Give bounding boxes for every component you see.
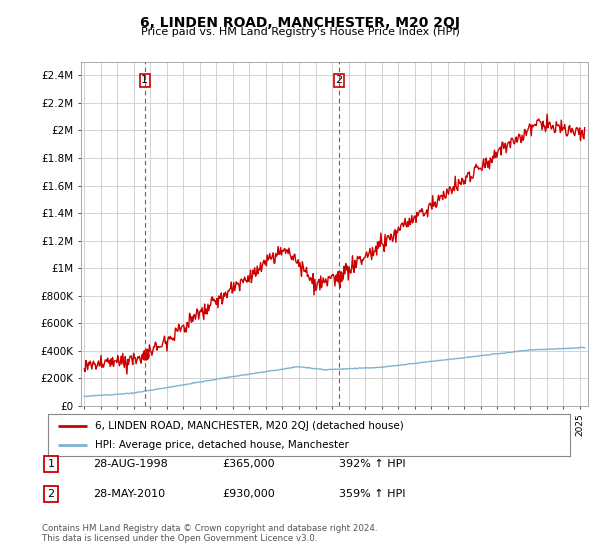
Text: 359% ↑ HPI: 359% ↑ HPI — [339, 489, 406, 499]
Text: 6, LINDEN ROAD, MANCHESTER, M20 2QJ: 6, LINDEN ROAD, MANCHESTER, M20 2QJ — [140, 16, 460, 30]
Text: 2: 2 — [47, 489, 55, 499]
Text: 2: 2 — [335, 76, 343, 85]
Text: £365,000: £365,000 — [222, 459, 275, 469]
Text: 1: 1 — [141, 76, 148, 85]
Text: HPI: Average price, detached house, Manchester: HPI: Average price, detached house, Manc… — [95, 440, 349, 450]
Text: £930,000: £930,000 — [222, 489, 275, 499]
Text: 6, LINDEN ROAD, MANCHESTER, M20 2QJ (detached house): 6, LINDEN ROAD, MANCHESTER, M20 2QJ (det… — [95, 421, 404, 431]
Text: Contains HM Land Registry data © Crown copyright and database right 2024.
This d: Contains HM Land Registry data © Crown c… — [42, 524, 377, 543]
Text: 28-MAY-2010: 28-MAY-2010 — [93, 489, 165, 499]
Text: 28-AUG-1998: 28-AUG-1998 — [93, 459, 168, 469]
Text: Price paid vs. HM Land Registry's House Price Index (HPI): Price paid vs. HM Land Registry's House … — [140, 27, 460, 37]
Text: 392% ↑ HPI: 392% ↑ HPI — [339, 459, 406, 469]
Text: 1: 1 — [47, 459, 55, 469]
